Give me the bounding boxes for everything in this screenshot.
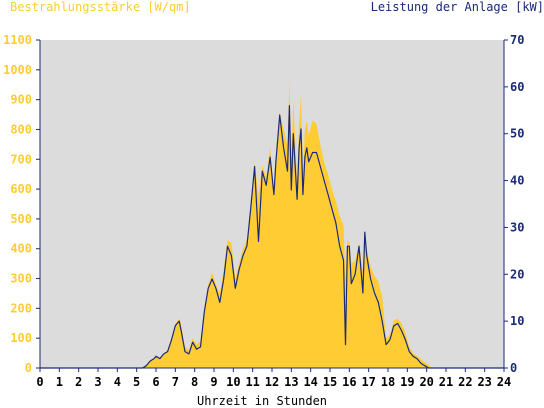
x-tick-label: 3 [94, 375, 101, 389]
x-tick-label: 8 [191, 375, 198, 389]
x-tick-label: 7 [172, 375, 179, 389]
x-tick-label: 0 [36, 375, 43, 389]
y-right-tick-label: 20 [510, 267, 524, 281]
y-right-tick-label: 0 [510, 361, 517, 375]
power-line [40, 104, 504, 369]
y-left-tick-label: 100 [10, 331, 32, 345]
x-tick-label: 4 [114, 375, 121, 389]
left-axis-title: Bestrahlungsstärke [W/qm] [10, 0, 191, 14]
x-tick-label: 17 [361, 375, 375, 389]
y-left-tick-label: 1100 [3, 33, 32, 47]
x-tick-label: 15 [323, 375, 337, 389]
y-left-tick-label: 0 [25, 361, 32, 375]
x-tick-label: 11 [245, 375, 259, 389]
y-right-tick-label: 10 [510, 314, 524, 328]
x-tick-label: 24 [497, 375, 511, 389]
y-left-tick-label: 400 [10, 242, 32, 256]
y-right-tick-label: 60 [510, 80, 524, 94]
right-axis-title: Leistung der Anlage [kW] [371, 0, 544, 14]
x-tick-label: 21 [439, 375, 453, 389]
y-left-tick-label: 900 [10, 93, 32, 107]
y-right-tick-label: 30 [510, 220, 524, 234]
y-left-tick-label: 200 [10, 301, 32, 315]
x-tick-label: 1 [56, 375, 63, 389]
x-tick-label: 6 [152, 375, 159, 389]
x-tick-label: 13 [284, 375, 298, 389]
x-tick-label: 19 [400, 375, 414, 389]
y-right-tick-label: 40 [510, 174, 524, 188]
x-axis-title: Uhrzeit in Stunden [197, 394, 327, 408]
x-tick-label: 18 [381, 375, 395, 389]
x-tick-label: 23 [477, 375, 491, 389]
x-tick-label: 22 [458, 375, 472, 389]
y-left-tick-label: 600 [10, 182, 32, 196]
y-right-tick-label: 50 [510, 127, 524, 141]
y-right-tick-label: 70 [510, 33, 524, 47]
y-left-tick-label: 1000 [3, 63, 32, 77]
irradiance-area [40, 81, 504, 368]
x-tick-label: 20 [419, 375, 433, 389]
y-left-tick-label: 300 [10, 272, 32, 286]
x-tick-label: 12 [265, 375, 279, 389]
x-tick-label: 5 [133, 375, 140, 389]
x-tick-label: 16 [342, 375, 356, 389]
x-tick-label: 14 [303, 375, 317, 389]
x-tick-label: 2 [75, 375, 82, 389]
y-left-tick-label: 800 [10, 122, 32, 136]
y-left-tick-label: 700 [10, 152, 32, 166]
y-left-tick-label: 500 [10, 212, 32, 226]
x-tick-label: 10 [226, 375, 240, 389]
x-tick-label: 9 [210, 375, 217, 389]
